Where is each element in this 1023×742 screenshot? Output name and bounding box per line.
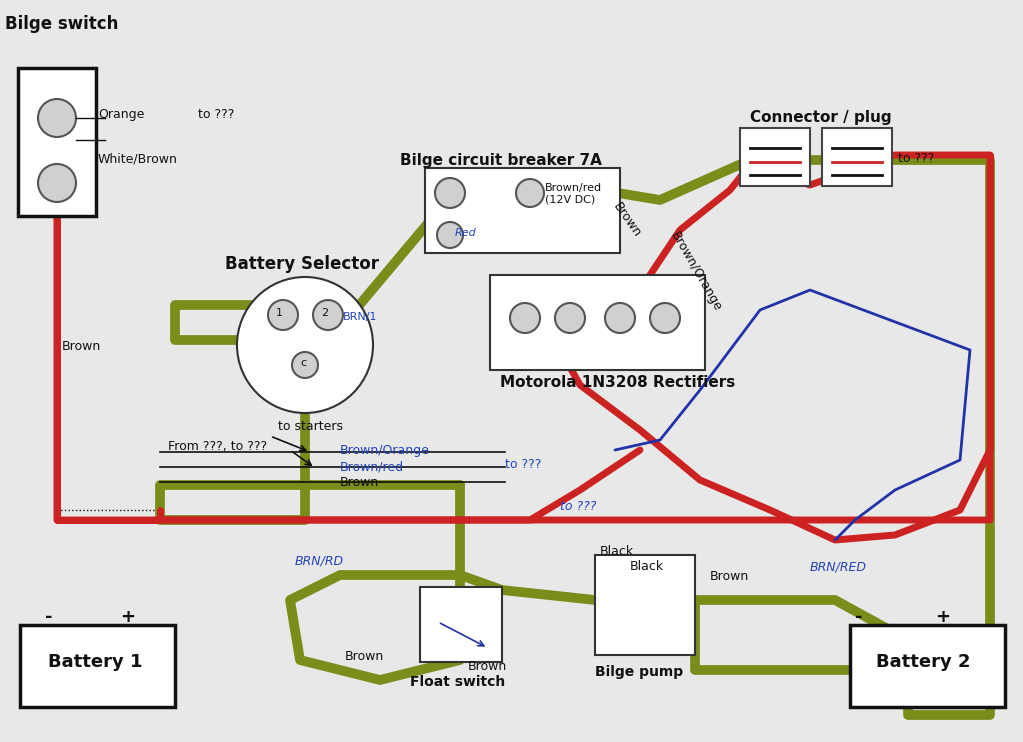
Text: Battery 1: Battery 1 <box>48 653 142 671</box>
Text: Bilge circuit breaker 7A: Bilge circuit breaker 7A <box>400 153 602 168</box>
Circle shape <box>292 352 318 378</box>
Text: to ???: to ??? <box>560 500 596 513</box>
Text: to ???: to ??? <box>898 152 934 165</box>
Text: to ???: to ??? <box>198 108 234 121</box>
Text: Brown: Brown <box>345 650 385 663</box>
Bar <box>420 587 502 662</box>
Text: Brown: Brown <box>340 476 380 489</box>
Text: to ???: to ??? <box>505 458 541 471</box>
Circle shape <box>437 222 463 248</box>
Text: 1: 1 <box>276 308 283 318</box>
Text: Brown: Brown <box>62 340 101 353</box>
Text: Float switch: Float switch <box>410 675 505 689</box>
Bar <box>740 128 810 186</box>
Text: +: + <box>935 608 950 626</box>
Circle shape <box>516 179 544 207</box>
Text: Brown/red
(12V DC): Brown/red (12V DC) <box>545 183 603 205</box>
Text: Motorola 1N3208 Rectifiers: Motorola 1N3208 Rectifiers <box>500 375 736 390</box>
Bar <box>822 128 892 186</box>
Text: Black: Black <box>601 545 634 558</box>
Text: BRN/RED: BRN/RED <box>810 560 868 573</box>
Text: From ???, to ???: From ???, to ??? <box>168 440 267 453</box>
Circle shape <box>605 303 635 333</box>
Circle shape <box>237 277 373 413</box>
Text: Brown/Orange: Brown/Orange <box>340 444 430 457</box>
Circle shape <box>435 178 465 208</box>
Bar <box>490 275 705 370</box>
Text: Bilge switch: Bilge switch <box>5 15 119 33</box>
Bar <box>425 168 620 253</box>
Text: +: + <box>120 608 135 626</box>
Text: Bilge pump: Bilge pump <box>595 665 683 679</box>
Text: BRN/1: BRN/1 <box>343 312 377 322</box>
Text: Connector / plug: Connector / plug <box>750 110 892 125</box>
Circle shape <box>268 300 298 330</box>
Text: -: - <box>45 608 52 626</box>
Text: 2: 2 <box>321 308 328 318</box>
Circle shape <box>555 303 585 333</box>
Text: to starters: to starters <box>278 420 343 433</box>
Bar <box>850 625 1005 707</box>
Text: Brown/red: Brown/red <box>340 460 404 473</box>
Bar <box>595 555 695 655</box>
Text: Orange: Orange <box>98 108 144 121</box>
Text: -: - <box>855 608 862 626</box>
Circle shape <box>38 99 76 137</box>
Circle shape <box>510 303 540 333</box>
Bar <box>20 625 175 707</box>
Text: Brown: Brown <box>468 660 507 673</box>
Circle shape <box>38 164 76 202</box>
Bar <box>18 68 96 216</box>
Text: Battery Selector: Battery Selector <box>225 255 379 273</box>
Text: c: c <box>300 358 306 368</box>
Text: Brown/Orange: Brown/Orange <box>668 230 724 315</box>
Text: Battery 2: Battery 2 <box>876 653 971 671</box>
Text: Red: Red <box>455 228 477 238</box>
Text: White/Brown: White/Brown <box>98 152 178 165</box>
Text: Black: Black <box>630 560 664 573</box>
Text: Brown: Brown <box>610 200 643 240</box>
Text: BRN/RD: BRN/RD <box>295 555 344 568</box>
Circle shape <box>650 303 680 333</box>
Text: Brown: Brown <box>710 570 749 583</box>
Circle shape <box>313 300 343 330</box>
